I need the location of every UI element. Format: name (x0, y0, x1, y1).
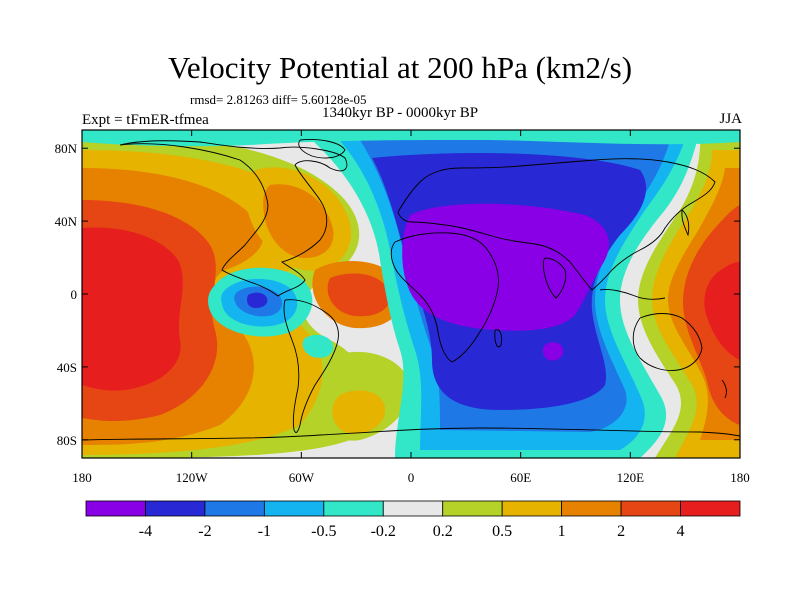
field-atlantic-pos3 (263, 184, 334, 258)
coastlines (82, 139, 740, 441)
colorbar-label: -4 (139, 523, 152, 540)
coast-new-zealand (721, 379, 727, 399)
coast-greenland (298, 139, 346, 159)
field-west-pacific-pos5 (704, 262, 740, 360)
colorbar-swatch (442, 500, 503, 517)
colorbar-swatch (561, 500, 622, 517)
colorbar-swatch (680, 500, 741, 517)
colorbar-swatch (382, 500, 444, 517)
lat-tick-label: 0 (71, 287, 78, 302)
colorbar-swatch (323, 500, 384, 517)
experiment-label: Expt = tFmER-tfmea (82, 112, 209, 128)
coast-eurasia (397, 158, 716, 291)
colorbar-label: -2 (198, 523, 211, 540)
season-label: JJA (719, 111, 742, 127)
colorbar-label: 1 (558, 523, 566, 540)
field-arctic-neg1 (82, 130, 740, 147)
coast-madagascar (494, 329, 503, 348)
plot-title: Velocity Potential at 200 hPa (km2/s) (167, 50, 633, 85)
longitude-axis: 180 120W 60W 0 60E 120E 180 (72, 130, 750, 485)
coast-antarctica (82, 427, 740, 441)
field-indian-ocean-neg5 (542, 342, 564, 361)
field-pacific-west-pos5 (82, 227, 183, 391)
coast-india (542, 257, 567, 299)
lon-tick-label: 0 (408, 470, 415, 485)
coast-japan (681, 209, 690, 237)
lon-tick-label: 180 (730, 470, 750, 485)
field-eq-atlantic-pos4 (327, 273, 390, 317)
stats-line: rmsd= 2.81263 diff= 5.60128e-05 (190, 92, 367, 107)
colorbar-label: 0.5 (492, 523, 512, 540)
coast-indonesia (599, 289, 666, 300)
colorbar-swatch (204, 500, 265, 517)
field-east-pacific-neg4 (246, 292, 268, 308)
coast-africa (390, 232, 499, 363)
colorbar-swatch (501, 500, 563, 517)
coast-south-america (283, 299, 339, 433)
colorbar-label: -1 (258, 523, 271, 540)
coast-north-america (119, 140, 348, 297)
field-south-america-neg1 (302, 334, 334, 358)
field-eurasia-neg5 (402, 203, 609, 331)
lon-tick-label: 120W (176, 470, 209, 485)
colorbar-swatch (145, 500, 206, 517)
colorbar-swatch (85, 500, 146, 517)
lon-tick-label: 60E (510, 470, 531, 485)
colorbar-label: -0.2 (371, 523, 396, 540)
lat-tick-label: 40N (55, 214, 78, 229)
latitude-axis: 80N 40N 0 40S 80S (55, 141, 740, 448)
field-south-atlantic-pos2 (332, 390, 385, 434)
lon-tick-label: 60W (289, 470, 315, 485)
lat-tick-label: 80N (55, 141, 78, 156)
colorbar-label: -0.5 (311, 523, 336, 540)
lon-tick-label: 120E (617, 470, 645, 485)
colorbar-label: 2 (617, 523, 625, 540)
colorbar-label: 0.2 (433, 523, 453, 540)
coast-australia (632, 313, 703, 371)
colorbar: -4 -2 -1 -0.5 -0.2 0.2 0.5 1 2 4 (85, 500, 741, 540)
colorbar-label: 4 (677, 523, 685, 540)
lat-tick-label: 80S (57, 433, 77, 448)
colorbar-swatch (263, 500, 325, 517)
velocity-potential-field (82, 130, 740, 458)
lon-tick-label: 180 (72, 470, 92, 485)
lat-tick-label: 40S (57, 360, 77, 375)
period-label: 1340kyr BP - 0000kyr BP (322, 105, 479, 121)
colorbar-swatch (620, 500, 681, 517)
